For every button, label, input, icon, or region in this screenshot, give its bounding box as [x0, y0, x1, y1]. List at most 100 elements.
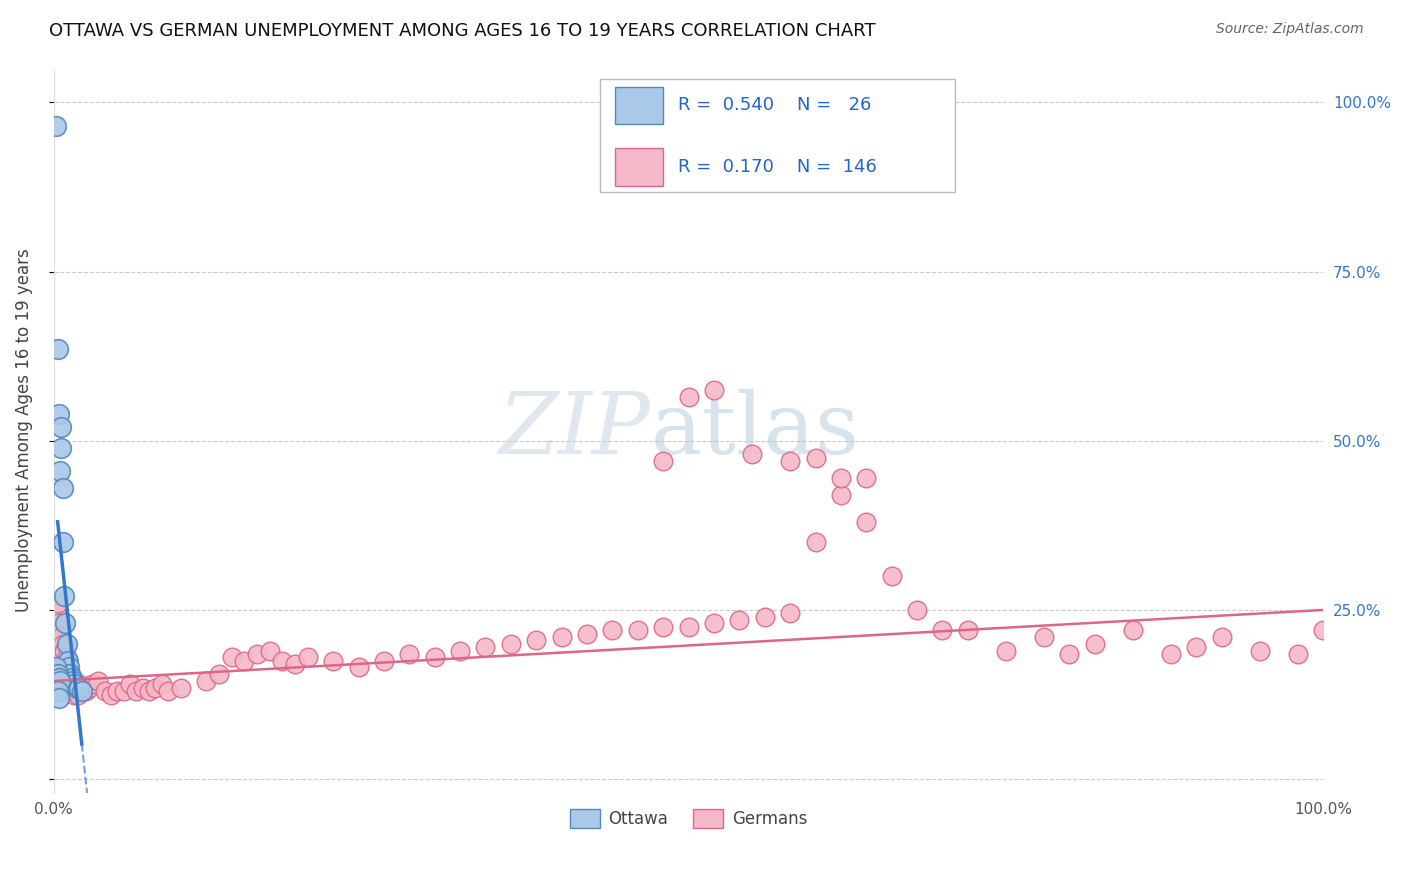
- Point: [221, 650, 243, 665]
- Point: [53, 664, 76, 678]
- Point: [48, 407, 70, 421]
- Point: [59, 677, 82, 691]
- Point: [49, 624, 72, 638]
- Point: [118, 677, 141, 691]
- Point: [48, 671, 70, 685]
- Point: [55, 637, 77, 651]
- Point: [67, 677, 90, 691]
- Point: [347, 660, 370, 674]
- Point: [67, 681, 90, 695]
- Point: [46, 667, 69, 681]
- Point: [956, 624, 979, 638]
- Point: [855, 515, 877, 529]
- Point: [45, 119, 67, 133]
- Point: [49, 650, 72, 665]
- Point: [1033, 630, 1056, 644]
- Point: [131, 681, 153, 695]
- Point: [93, 684, 115, 698]
- Point: [58, 660, 80, 674]
- Point: [138, 684, 160, 698]
- Text: Source: ZipAtlas.com: Source: ZipAtlas.com: [1216, 22, 1364, 37]
- Point: [56, 654, 79, 668]
- Point: [53, 657, 76, 671]
- Point: [53, 643, 76, 657]
- Point: [55, 650, 77, 665]
- Point: [1059, 647, 1081, 661]
- Point: [398, 647, 420, 661]
- Point: [754, 609, 776, 624]
- Point: [474, 640, 496, 655]
- Point: [52, 650, 75, 665]
- Point: [70, 684, 93, 698]
- Text: atlas: atlas: [651, 389, 859, 472]
- Point: [157, 684, 180, 698]
- Point: [575, 626, 598, 640]
- Point: [550, 630, 572, 644]
- Point: [652, 620, 675, 634]
- Point: [779, 607, 801, 621]
- Point: [1286, 647, 1309, 661]
- Point: [678, 620, 700, 634]
- Point: [65, 681, 87, 695]
- Point: [53, 616, 76, 631]
- Point: [59, 667, 82, 681]
- FancyBboxPatch shape: [600, 79, 955, 192]
- Bar: [614, 87, 664, 124]
- Point: [246, 647, 269, 661]
- Point: [70, 681, 93, 695]
- Point: [49, 640, 72, 655]
- Point: [150, 677, 173, 691]
- Point: [170, 681, 193, 695]
- Point: [233, 654, 256, 668]
- Point: [830, 471, 852, 485]
- Point: [602, 624, 624, 638]
- Point: [66, 688, 89, 702]
- Text: R =  0.540    N =   26: R = 0.540 N = 26: [679, 96, 872, 114]
- Point: [53, 654, 76, 668]
- Point: [728, 613, 751, 627]
- Point: [45, 660, 67, 674]
- Point: [48, 643, 70, 657]
- Point: [703, 616, 725, 631]
- Point: [678, 390, 700, 404]
- Point: [627, 624, 650, 638]
- Point: [63, 688, 86, 702]
- Point: [48, 616, 70, 631]
- Point: [58, 673, 80, 688]
- Point: [373, 654, 395, 668]
- Point: [46, 624, 69, 638]
- Point: [52, 637, 75, 651]
- Point: [66, 681, 89, 695]
- Point: [56, 673, 79, 688]
- Point: [1249, 643, 1271, 657]
- Point: [449, 643, 471, 657]
- Y-axis label: Unemployment Among Ages 16 to 19 years: Unemployment Among Ages 16 to 19 years: [15, 249, 32, 613]
- Point: [62, 673, 84, 688]
- Point: [87, 673, 110, 688]
- Point: [51, 420, 73, 434]
- Point: [779, 454, 801, 468]
- Point: [48, 637, 70, 651]
- Point: [423, 650, 446, 665]
- Point: [52, 535, 75, 549]
- Point: [100, 688, 122, 702]
- Point: [53, 667, 76, 681]
- Point: [741, 447, 763, 461]
- Point: [49, 673, 72, 688]
- Point: [51, 643, 73, 657]
- Point: [51, 441, 73, 455]
- Point: [195, 673, 218, 688]
- Point: [56, 664, 79, 678]
- Point: [1122, 624, 1144, 638]
- Point: [855, 471, 877, 485]
- Point: [1211, 630, 1233, 644]
- Point: [60, 671, 83, 685]
- Point: [830, 488, 852, 502]
- Point: [52, 660, 75, 674]
- Point: [48, 690, 70, 705]
- Text: OTTAWA VS GERMAN UNEMPLOYMENT AMONG AGES 16 TO 19 YEARS CORRELATION CHART: OTTAWA VS GERMAN UNEMPLOYMENT AMONG AGES…: [49, 22, 876, 40]
- Point: [499, 637, 522, 651]
- Point: [1185, 640, 1208, 655]
- Text: R =  0.170    N =  146: R = 0.170 N = 146: [679, 158, 877, 176]
- Point: [55, 671, 77, 685]
